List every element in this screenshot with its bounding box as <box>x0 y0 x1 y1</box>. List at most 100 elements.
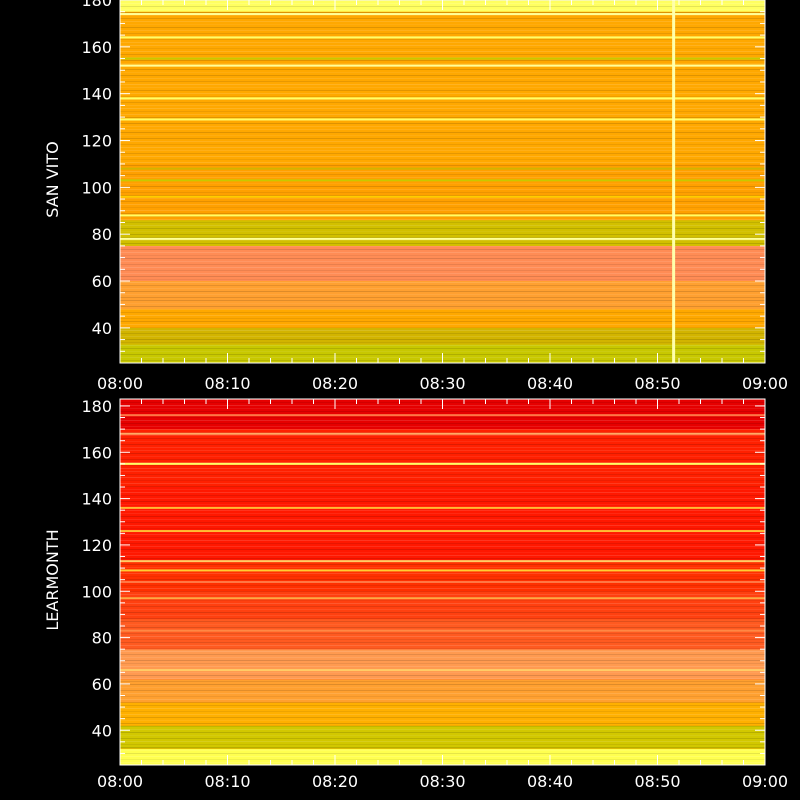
texture-line <box>120 321 765 322</box>
frequency-band <box>120 649 765 680</box>
texture-line <box>120 672 765 673</box>
emission-line <box>120 179 765 182</box>
texture-line <box>120 177 765 178</box>
texture-line <box>120 564 765 565</box>
frequency-band <box>120 220 765 246</box>
texture-line <box>120 681 765 682</box>
texture-line <box>120 108 765 109</box>
texture-line <box>120 612 765 613</box>
texture-line <box>120 57 765 58</box>
texture-line <box>120 438 765 439</box>
texture-line <box>120 87 765 88</box>
texture-line <box>120 315 765 316</box>
emission-line <box>120 581 765 583</box>
texture-line <box>120 93 765 94</box>
texture-line <box>120 51 765 52</box>
y-tick-label: 80 <box>92 225 112 244</box>
texture-line <box>120 21 765 22</box>
texture-line <box>120 486 765 487</box>
texture-line <box>120 678 765 679</box>
emission-line <box>120 97 765 100</box>
heatmap-area <box>120 399 765 765</box>
texture-line <box>120 252 765 253</box>
texture-line <box>120 690 765 691</box>
texture-line <box>120 189 765 190</box>
texture-line <box>120 345 765 346</box>
texture-line <box>120 753 765 754</box>
texture-line <box>120 525 765 526</box>
texture-line <box>120 75 765 76</box>
texture-line <box>120 546 765 547</box>
texture-line <box>120 675 765 676</box>
texture-line <box>120 642 765 643</box>
texture-line <box>120 615 765 616</box>
emission-line <box>120 64 765 67</box>
texture-line <box>120 195 765 196</box>
frequency-band <box>120 619 765 650</box>
texture-line <box>120 231 765 232</box>
spectrogram-panel-1: 40 60 80 100 120 140 160 180 08:00 08:10 08:20 08:3… <box>43 397 788 791</box>
texture-line <box>120 639 765 640</box>
y-tick-label: 120 <box>81 132 112 151</box>
emission-line <box>120 669 765 672</box>
emission-line <box>120 560 765 563</box>
texture-line <box>120 645 765 646</box>
texture-line <box>120 204 765 205</box>
frequency-band <box>120 702 765 726</box>
texture-line <box>120 282 765 283</box>
texture-line <box>120 441 765 442</box>
texture-line <box>120 732 765 733</box>
texture-line <box>120 603 765 604</box>
texture-line <box>120 735 765 736</box>
y-tick-label: 60 <box>92 272 112 291</box>
texture-line <box>120 558 765 559</box>
x-tick-label: 08:30 <box>419 772 465 791</box>
texture-line <box>120 432 765 433</box>
texture-line <box>120 348 765 349</box>
frequency-band <box>120 679 765 703</box>
texture-line <box>120 576 765 577</box>
texture-line <box>120 687 765 688</box>
texture-line <box>120 666 765 667</box>
texture-line <box>120 495 765 496</box>
texture-line <box>120 48 765 49</box>
texture-line <box>120 651 765 652</box>
texture-line <box>120 267 765 268</box>
texture-line <box>120 186 765 187</box>
x-tick-label: 08:10 <box>204 772 250 791</box>
texture-line <box>120 330 765 331</box>
texture-line <box>120 213 765 214</box>
emission-line <box>120 167 765 170</box>
texture-line <box>120 336 765 337</box>
texture-line <box>120 705 765 706</box>
emission-line <box>120 629 765 632</box>
texture-line <box>120 726 765 727</box>
texture-line <box>120 45 765 46</box>
texture-line <box>120 72 765 73</box>
texture-line <box>120 504 765 505</box>
texture-line <box>120 606 765 607</box>
x-tick-label: 08:40 <box>527 374 573 393</box>
texture-line <box>120 225 765 226</box>
x-tick-label: 08:00 <box>97 772 143 791</box>
texture-line <box>120 744 765 745</box>
texture-line <box>120 585 765 586</box>
texture-line <box>120 708 765 709</box>
texture-line <box>120 312 765 313</box>
texture-line <box>120 636 765 637</box>
texture-line <box>120 573 765 574</box>
texture-line <box>120 54 765 55</box>
texture-line <box>120 513 765 514</box>
texture-line <box>120 702 765 703</box>
texture-line <box>120 243 765 244</box>
y-tick-label: 160 <box>81 443 112 462</box>
texture-line <box>120 417 765 418</box>
texture-line <box>120 711 765 712</box>
emission-line <box>120 36 765 39</box>
texture-line <box>120 477 765 478</box>
emission-line <box>120 432 765 435</box>
texture-line <box>120 114 765 115</box>
texture-line <box>120 165 765 166</box>
texture-line <box>120 555 765 556</box>
